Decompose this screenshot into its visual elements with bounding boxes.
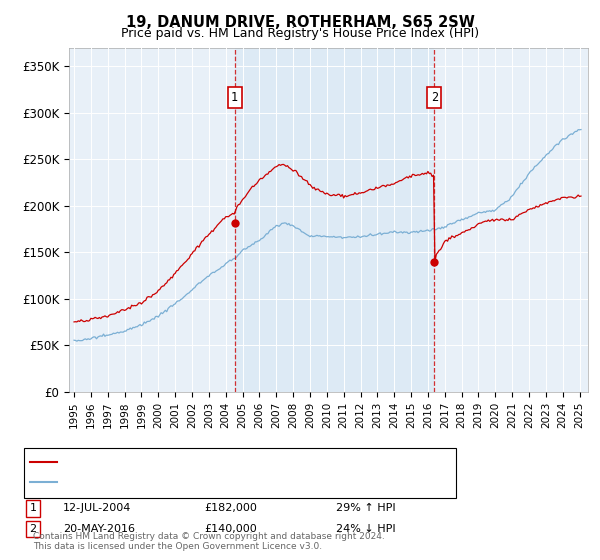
Bar bbox=[235, 48, 434, 392]
Text: 19, DANUM DRIVE, ROTHERHAM, S65 2SW (detached house): 19, DANUM DRIVE, ROTHERHAM, S65 2SW (det… bbox=[63, 457, 395, 467]
Text: 24% ↓ HPI: 24% ↓ HPI bbox=[336, 524, 395, 534]
Text: 1: 1 bbox=[29, 503, 37, 514]
Text: 19, DANUM DRIVE, ROTHERHAM, S65 2SW: 19, DANUM DRIVE, ROTHERHAM, S65 2SW bbox=[125, 15, 475, 30]
Text: 2: 2 bbox=[29, 524, 37, 534]
Text: HPI: Average price, detached house, Rotherham: HPI: Average price, detached house, Roth… bbox=[63, 477, 326, 487]
Text: Price paid vs. HM Land Registry's House Price Index (HPI): Price paid vs. HM Land Registry's House … bbox=[121, 27, 479, 40]
Text: 29% ↑ HPI: 29% ↑ HPI bbox=[336, 503, 395, 514]
Text: Contains HM Land Registry data © Crown copyright and database right 2024.
This d: Contains HM Land Registry data © Crown c… bbox=[33, 531, 385, 551]
Text: £140,000: £140,000 bbox=[204, 524, 257, 534]
Text: £182,000: £182,000 bbox=[204, 503, 257, 514]
Text: 20-MAY-2016: 20-MAY-2016 bbox=[63, 524, 135, 534]
Text: 2: 2 bbox=[431, 91, 438, 104]
Text: 1: 1 bbox=[231, 91, 238, 104]
Text: 12-JUL-2004: 12-JUL-2004 bbox=[63, 503, 131, 514]
